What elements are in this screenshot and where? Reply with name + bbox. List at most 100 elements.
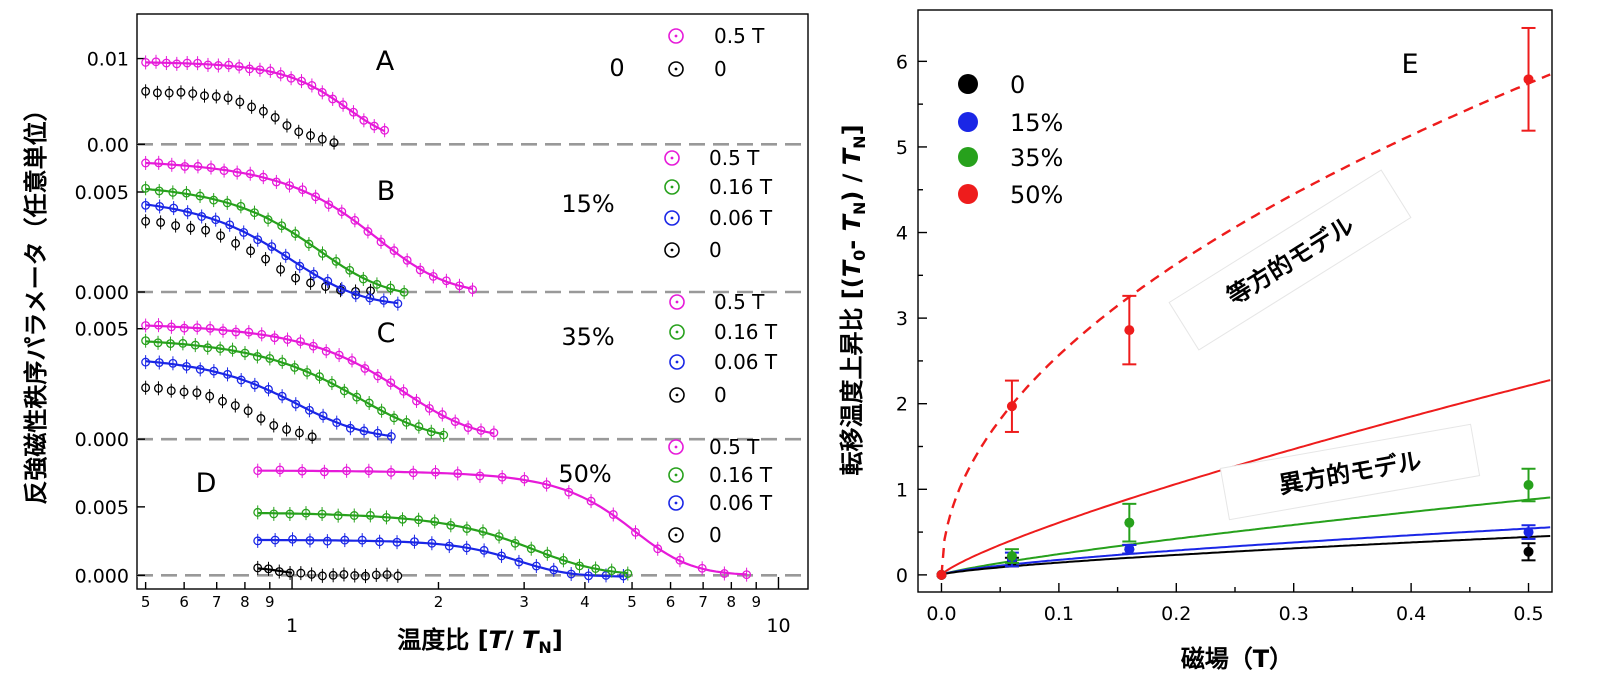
data-point bbox=[153, 338, 163, 348]
data-point bbox=[181, 188, 191, 198]
data-point bbox=[371, 570, 381, 580]
data-point bbox=[431, 467, 440, 477]
data-point bbox=[231, 238, 241, 248]
data-point bbox=[141, 86, 151, 96]
panel-label: D bbox=[196, 468, 217, 499]
data-point bbox=[386, 283, 395, 293]
panel-B: 0.000 0.005 B 15% 0.5 T 0.16 T 0.06 T 0 bbox=[75, 146, 808, 311]
data-point bbox=[381, 512, 391, 522]
data-point bbox=[339, 386, 349, 396]
data-point bbox=[294, 127, 304, 137]
y-tick-label: 1 bbox=[896, 479, 908, 501]
data-point bbox=[286, 73, 296, 83]
legend-marker bbox=[668, 495, 684, 511]
data-point bbox=[211, 215, 221, 225]
panel-C: 0.000 0.005 C 35% 0.5 T 0.16 T 0.06 T 0 bbox=[75, 290, 808, 451]
data-point bbox=[558, 555, 568, 565]
right-y-axis-label: 転移温度上昇比 [(T0- TN) / TN] bbox=[838, 124, 869, 475]
x-tick-label: 0.3 bbox=[1279, 603, 1309, 625]
data-point bbox=[263, 215, 273, 225]
y-label-part: 0 bbox=[850, 250, 869, 261]
legend-label: 0 bbox=[709, 238, 722, 262]
data-point bbox=[161, 58, 171, 68]
data-point bbox=[653, 544, 663, 554]
x-label-part: T bbox=[489, 626, 507, 654]
data-point bbox=[376, 237, 386, 247]
data-point bbox=[317, 134, 327, 144]
data-point bbox=[277, 391, 287, 401]
legend-marker bbox=[958, 147, 978, 167]
data-point bbox=[152, 88, 162, 98]
data-point bbox=[439, 430, 449, 440]
data-point bbox=[345, 423, 355, 433]
legend-marker bbox=[664, 210, 680, 226]
data-point bbox=[398, 514, 407, 524]
data-point bbox=[141, 216, 151, 226]
data-point bbox=[218, 396, 227, 406]
data-point bbox=[224, 60, 234, 70]
data-point bbox=[192, 388, 202, 398]
data-point bbox=[392, 537, 402, 547]
data-point bbox=[211, 91, 221, 101]
data-point bbox=[338, 100, 348, 110]
data-point bbox=[463, 423, 473, 433]
panel-D: 0.000 0.005 D 50% 0.5 T 0.16 T 0.06 T 0 bbox=[75, 435, 808, 587]
data-point bbox=[307, 432, 317, 442]
data-point bbox=[245, 64, 254, 74]
legend-marker bbox=[669, 324, 685, 340]
legend-marker-dot bbox=[675, 300, 679, 304]
data-point bbox=[276, 264, 286, 274]
data-point bbox=[542, 549, 552, 559]
data-point bbox=[608, 510, 618, 519]
legend-marker-dot bbox=[674, 67, 678, 71]
legend-marker bbox=[668, 527, 684, 543]
fit-line bbox=[145, 61, 386, 133]
legend-marker bbox=[669, 387, 685, 403]
data-point bbox=[239, 227, 249, 237]
data-point bbox=[257, 329, 267, 339]
data-point bbox=[352, 392, 362, 402]
data-point bbox=[141, 158, 151, 168]
data-point bbox=[206, 163, 216, 172]
data-point bbox=[401, 417, 411, 427]
data-point bbox=[297, 466, 307, 476]
data-point bbox=[357, 535, 367, 545]
data-point bbox=[306, 278, 316, 288]
x-minor-tick-label: 6 bbox=[666, 593, 676, 611]
x-minor-tick-label: 9 bbox=[751, 593, 761, 611]
data-point bbox=[269, 420, 279, 430]
data-point bbox=[321, 282, 331, 291]
data-point bbox=[235, 97, 245, 107]
data-point bbox=[302, 367, 312, 377]
data-point bbox=[328, 94, 338, 104]
data-point bbox=[519, 474, 529, 484]
legend-label: 0.5 T bbox=[714, 24, 765, 48]
data-point bbox=[195, 364, 205, 374]
data-point bbox=[446, 520, 456, 530]
data-point bbox=[182, 58, 192, 68]
fit-line bbox=[257, 538, 624, 578]
data-point bbox=[1124, 325, 1135, 336]
data-point bbox=[274, 567, 284, 577]
legend-label: 15% bbox=[1010, 109, 1063, 137]
data-point bbox=[296, 568, 306, 578]
data-point bbox=[412, 396, 421, 406]
data-point bbox=[389, 246, 399, 256]
data-point bbox=[183, 207, 193, 217]
panel-label: B bbox=[377, 176, 396, 207]
data-point bbox=[222, 198, 232, 208]
data-point bbox=[281, 251, 291, 261]
y-label-part: N bbox=[850, 202, 869, 215]
data-point bbox=[193, 58, 203, 68]
data-point bbox=[234, 62, 244, 71]
data-point bbox=[164, 88, 174, 98]
data-point bbox=[322, 536, 332, 546]
data-point bbox=[277, 357, 287, 367]
data-point bbox=[200, 91, 209, 101]
data-point bbox=[225, 220, 235, 230]
data-point bbox=[375, 537, 385, 547]
data-point bbox=[232, 168, 242, 178]
data-point bbox=[319, 467, 329, 477]
legend-label: 0.06 T bbox=[714, 350, 778, 374]
data-point bbox=[265, 354, 275, 363]
